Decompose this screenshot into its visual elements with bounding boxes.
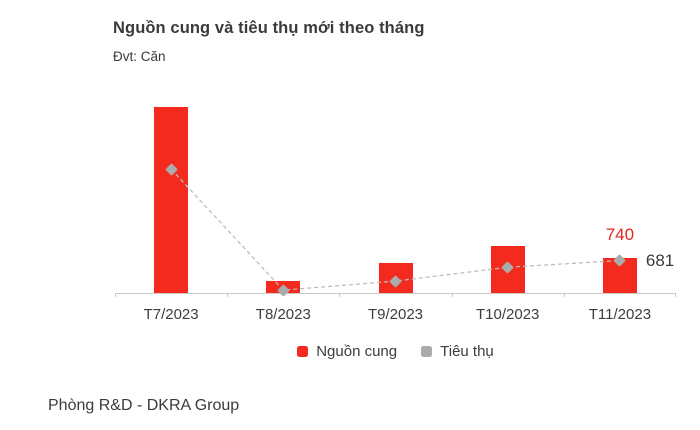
bar-t7-2023 bbox=[154, 107, 189, 293]
axis-tick bbox=[563, 293, 565, 297]
consumption-dashed-line bbox=[170, 168, 620, 291]
data-label-681: 681 bbox=[645, 250, 675, 270]
x-axis-label-t9-2023: T9/2023 bbox=[367, 306, 424, 323]
chart-unit-label: Đvt: Căn bbox=[113, 49, 166, 64]
source-credit: Phòng R&D - DKRA Group bbox=[48, 397, 240, 414]
x-axis-label-t11-2023: T11/2023 bbox=[588, 306, 652, 323]
data-label-740: 740 bbox=[605, 224, 635, 244]
axis-tick bbox=[451, 293, 453, 297]
x-axis-label-t8-2023: T8/2023 bbox=[255, 306, 311, 323]
legend-label-tieu-thu: Tiêu thụ bbox=[440, 343, 494, 360]
x-axis-label-t7-2023: T7/2023 bbox=[143, 306, 199, 323]
axis-tick bbox=[675, 293, 676, 297]
plot-area: 740 681 bbox=[115, 100, 676, 297]
axis-tick bbox=[115, 293, 116, 297]
axis-tick bbox=[339, 293, 341, 297]
legend-label-nguon-cung: Nguồn cung bbox=[316, 343, 398, 360]
consumption-legend-swatch-icon bbox=[421, 346, 433, 357]
legend: Nguồn cung Tiêu thụ bbox=[115, 343, 676, 360]
chart-title: Nguồn cung và tiêu thụ mới theo tháng bbox=[113, 19, 425, 37]
legend-item-tieu-thu[interactable]: Tiêu thụ bbox=[421, 343, 494, 360]
x-axis-label-t10-2023: T10/2023 bbox=[476, 306, 540, 323]
supply-legend-swatch-icon bbox=[297, 346, 309, 357]
legend-item-nguon-cung[interactable]: Nguồn cung bbox=[297, 343, 397, 360]
axis-tick bbox=[227, 293, 229, 297]
x-axis: T7/2023 T8/2023 T9/2023 T10/2023 T11/2023 bbox=[115, 306, 676, 323]
